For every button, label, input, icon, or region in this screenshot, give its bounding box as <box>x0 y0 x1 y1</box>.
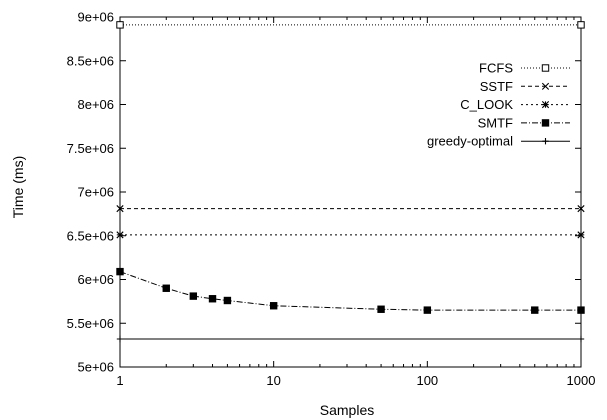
data-point <box>116 335 124 343</box>
data-point <box>189 292 198 300</box>
y-tick-label: 8e+06 <box>77 97 114 112</box>
data-point <box>423 306 432 314</box>
data-point <box>162 284 170 292</box>
data-point <box>577 231 585 239</box>
legend-marker <box>541 64 550 72</box>
data-point <box>223 296 232 305</box>
y-tick-label: 5.5e+06 <box>67 316 114 331</box>
y-tick-label: 5e+06 <box>77 360 114 375</box>
data-point <box>531 306 539 314</box>
y-axis-title: Time (ms) <box>10 156 26 218</box>
data-point <box>269 302 278 310</box>
data-point <box>116 267 124 276</box>
series-c-look <box>116 231 585 239</box>
x-tick-label: 100 <box>416 373 438 388</box>
series-smtf <box>116 267 585 314</box>
x-axis-title: Samples <box>320 402 374 418</box>
y-tick-label: 8.5e+06 <box>67 53 114 68</box>
series-sstf <box>116 205 585 213</box>
data-point <box>577 335 585 343</box>
legend-label: FCFS <box>479 61 513 76</box>
legend-marker <box>541 119 550 127</box>
y-tick-label: 7e+06 <box>77 185 114 200</box>
legend-marker <box>541 101 550 109</box>
series-line <box>119 271 581 311</box>
data-point <box>577 205 585 213</box>
data-point <box>116 21 124 29</box>
y-tick-label: 6e+06 <box>77 272 114 287</box>
x-tick-label: 1 <box>116 373 123 388</box>
series-greedy-optimal <box>116 335 585 343</box>
data-point <box>577 306 585 314</box>
legend-label: greedy-optimal <box>427 134 513 149</box>
data-point <box>116 231 124 239</box>
legend-label: SSTF <box>480 79 513 94</box>
y-tick-label: 9e+06 <box>77 10 114 25</box>
x-tick-label: 10 <box>266 373 280 388</box>
data-point <box>377 305 385 313</box>
legend-label: SMTF <box>478 115 513 130</box>
data-point <box>116 205 124 213</box>
series-fcfs <box>116 21 585 29</box>
y-tick-label: 6.5e+06 <box>67 228 114 243</box>
legend-label: C_LOOK <box>460 97 513 112</box>
legend-marker <box>541 82 550 90</box>
data-point <box>208 295 217 303</box>
y-tick-label: 7.5e+06 <box>67 141 114 156</box>
data-point <box>577 21 585 29</box>
x-tick-label: 1000 <box>567 373 596 388</box>
legend-marker <box>542 138 549 145</box>
